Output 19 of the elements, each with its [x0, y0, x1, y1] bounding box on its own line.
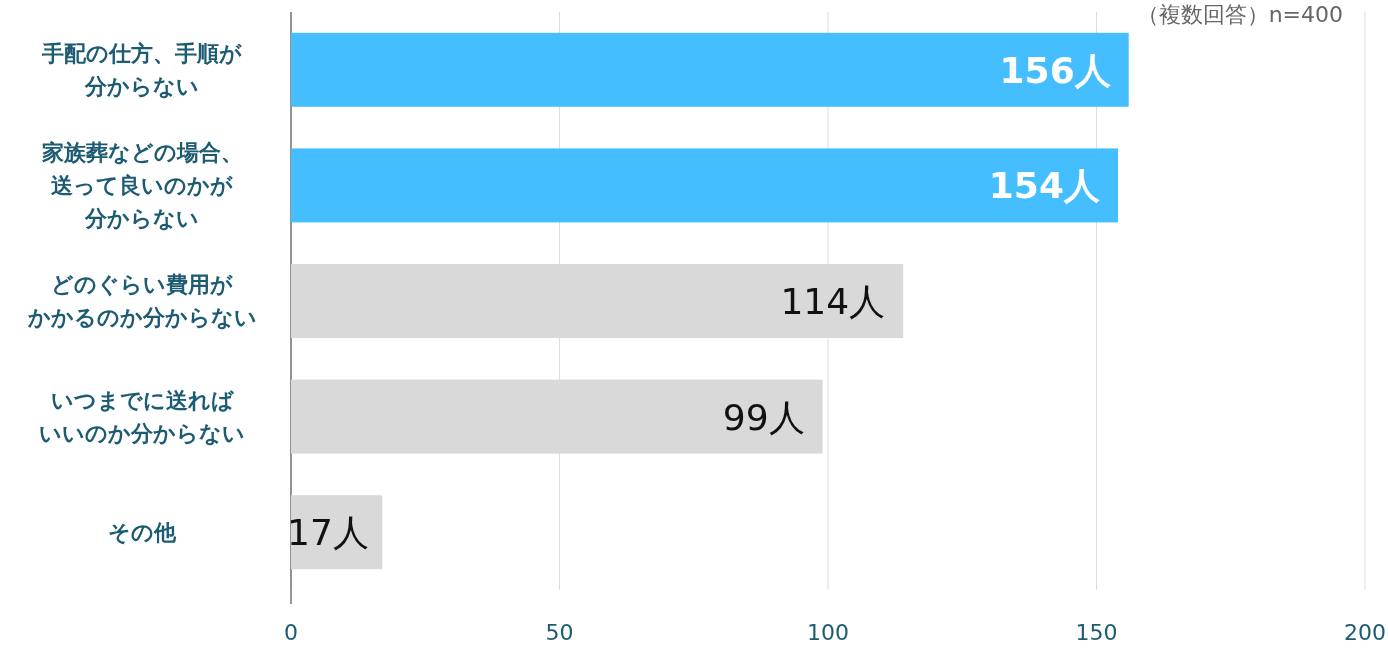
- x-tick-label: 100: [807, 620, 849, 645]
- x-tick-label: 150: [1075, 620, 1118, 645]
- y-tick-label: その他: [107, 518, 177, 547]
- data-label: 156人: [999, 49, 1111, 91]
- bar: [291, 32, 1129, 107]
- data-label: 99人: [722, 396, 805, 438]
- data-label: 154人: [988, 165, 1100, 207]
- y-tick-label: 家族葬などの場合、送って良いのかが分からない: [40, 138, 244, 233]
- x-tick-label: 200: [1344, 620, 1386, 645]
- bar: [291, 495, 383, 570]
- bar: [291, 148, 1118, 223]
- annotation: （複数回答）n=400: [1136, 2, 1343, 27]
- x-tick-label: 50: [545, 620, 574, 645]
- y-tick-label: どのぐらい費用がかかるのか分からない: [26, 271, 258, 332]
- y-tick-label: いつまでに送ればいいのか分からない: [38, 386, 246, 448]
- data-label: 17人: [287, 512, 369, 554]
- data-label: 114人: [780, 281, 886, 322]
- y-tick-label: 手配の仕方、手順が分からない: [41, 39, 243, 101]
- x-tick-label: 0: [284, 620, 298, 645]
